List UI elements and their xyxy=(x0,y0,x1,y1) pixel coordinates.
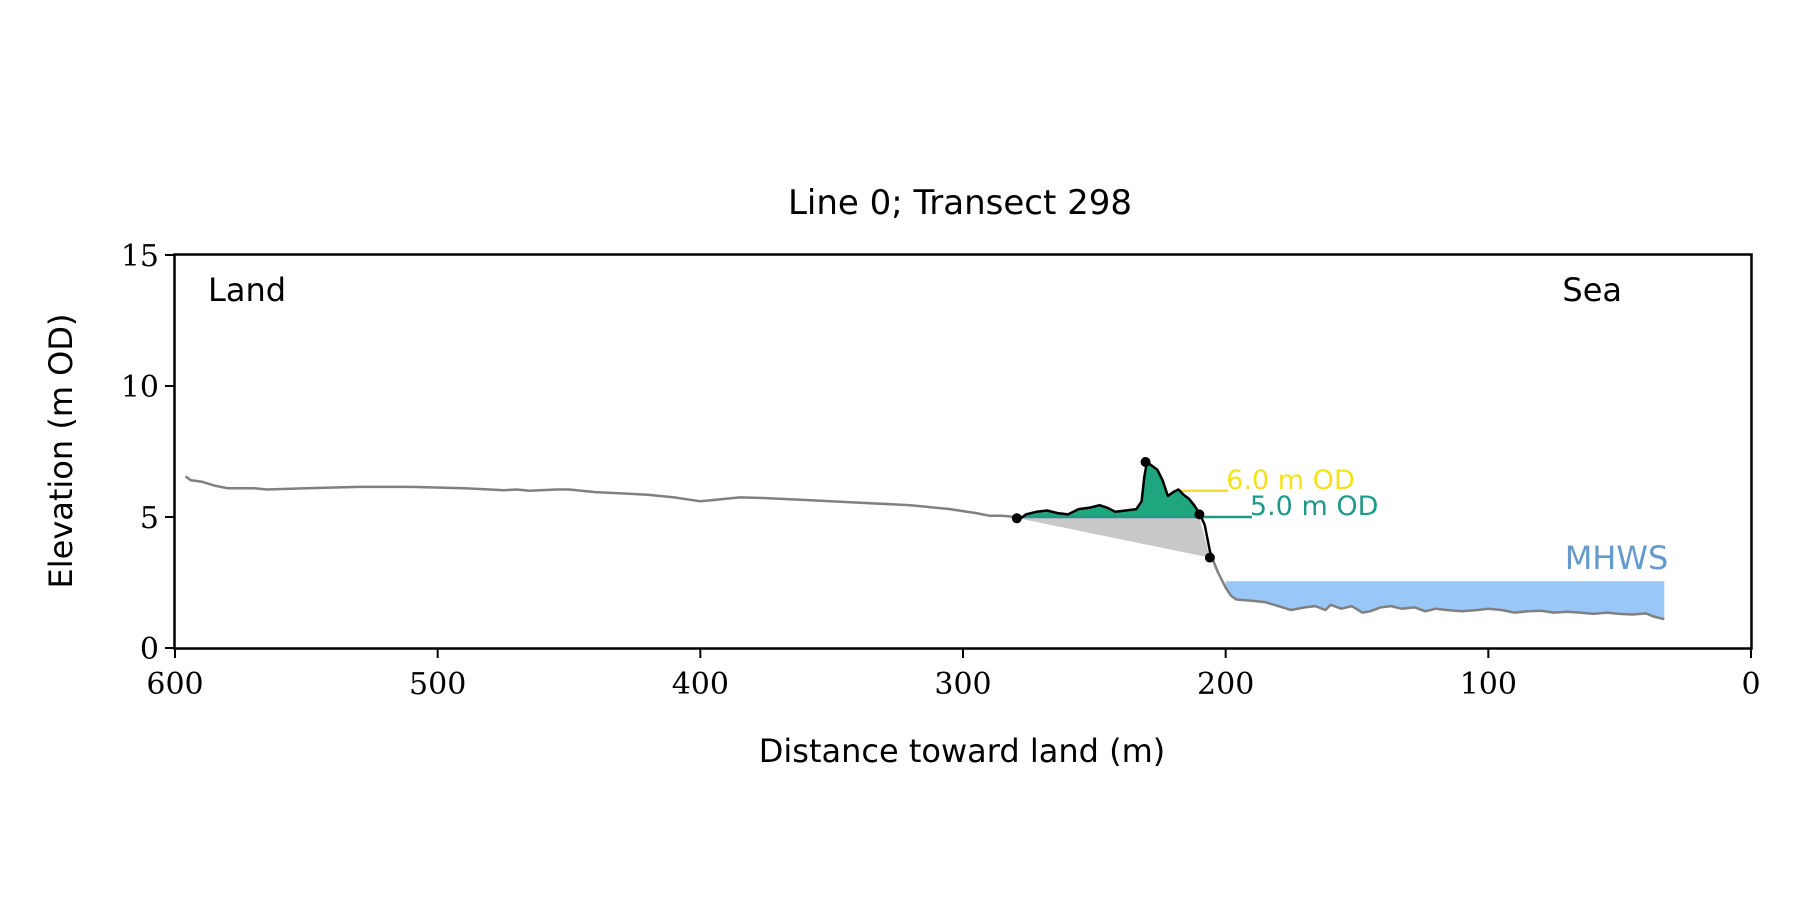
dune-base-wedge xyxy=(1018,517,1210,558)
profile-marker-0 xyxy=(1011,513,1022,524)
level-label-1: 5.0 m OD xyxy=(1250,491,1378,522)
mhws-band xyxy=(1225,581,1665,620)
x-tick-label-5: 100 xyxy=(1460,667,1517,702)
y-tick-label-3: 15 xyxy=(121,239,159,274)
mhws-label: MHWS xyxy=(1565,539,1669,577)
chart-title: Line 0; Transect 298 xyxy=(788,183,1132,223)
x-tick-label-1: 500 xyxy=(409,667,466,702)
profile-line-land xyxy=(184,475,1022,520)
y-axis-label: Elevation (m OD) xyxy=(42,314,80,589)
profile-marker-3 xyxy=(1204,552,1215,563)
x-tick-label-0: 600 xyxy=(146,667,203,702)
x-axis-label: Distance toward land (m) xyxy=(759,732,1165,770)
y-tick-label-2: 10 xyxy=(121,370,159,405)
y-tick-label-0: 0 xyxy=(140,632,159,667)
y-tick-label-1: 5 xyxy=(140,501,159,536)
corner-label-land: Land xyxy=(208,271,286,309)
axes-layer: 600 500 400 300 200 100 0 0 5 10 15 xyxy=(121,239,1761,702)
profile-line-sea xyxy=(1211,558,1665,621)
x-tick-label-3: 300 xyxy=(934,667,991,702)
x-tick-label-6: 0 xyxy=(1741,667,1760,702)
profile-marker-1 xyxy=(1140,456,1151,467)
x-tick-label-4: 200 xyxy=(1197,667,1254,702)
level-label-0: 6.0 m OD xyxy=(1226,465,1354,496)
profile-marker-2 xyxy=(1194,509,1205,520)
data-layer: 6.0 m OD5.0 m OD MHWS xyxy=(184,456,1669,621)
dune-profile-line xyxy=(1020,460,1214,560)
dune-volume-fill xyxy=(1018,462,1200,517)
corner-label-sea: Sea xyxy=(1562,271,1622,309)
x-tick-label-2: 400 xyxy=(672,667,729,702)
